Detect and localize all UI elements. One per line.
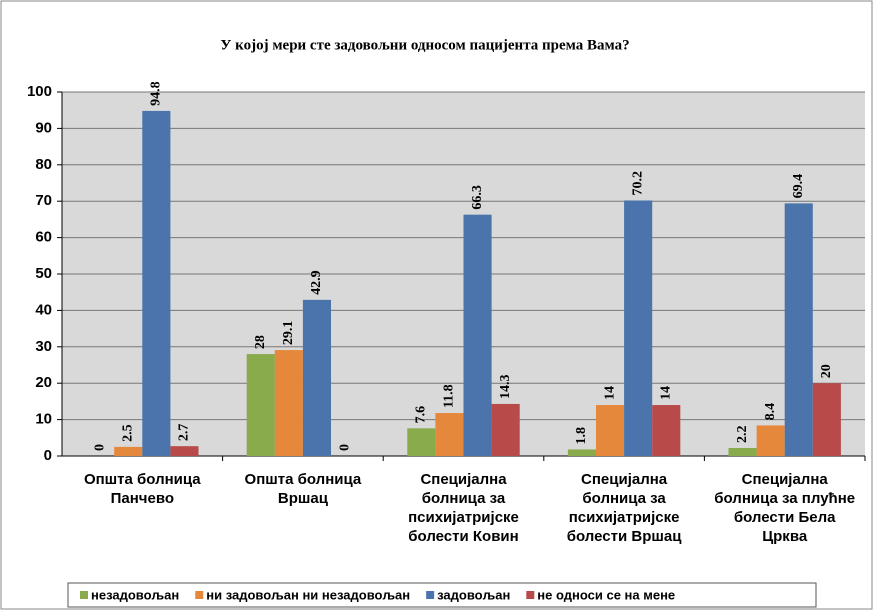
bar: [463, 214, 492, 456]
value-label: 14: [602, 386, 617, 400]
bar: [274, 350, 303, 456]
x-tick-label: Општа болница Вршац: [244, 471, 362, 507]
bar: [595, 405, 625, 456]
value-label: 0: [337, 444, 352, 451]
value-label: 0: [92, 444, 107, 451]
bar: [142, 110, 171, 456]
legend-label: ни задовољан ни незадовољан: [206, 587, 410, 602]
value-label: 66.3: [470, 185, 485, 210]
bar: [756, 425, 785, 456]
x-tick-label: Специјална болница за психијатријске бол…: [408, 471, 519, 545]
chart-title: У којој мери сте задовољни односом пациј…: [220, 37, 629, 53]
y-tick-label: 10: [35, 411, 52, 428]
bar: [784, 203, 813, 456]
x-tick-label: Специјална болница за плућне болести Бел…: [714, 471, 856, 545]
bar: [246, 354, 275, 456]
value-label: 11.8: [442, 384, 457, 408]
y-tick-label: 80: [35, 156, 52, 173]
value-label: 94.8: [149, 81, 164, 106]
value-label: 2.7: [177, 424, 192, 442]
value-label: 70.2: [630, 171, 645, 196]
value-label: 14.3: [498, 374, 513, 398]
bar: [812, 383, 841, 456]
bar: [435, 413, 464, 456]
x-tick-label: Специјална болница за психијатријске бол…: [566, 471, 682, 545]
legend-swatch: [426, 591, 435, 599]
bar: [624, 200, 653, 456]
legend-label: не односи се на мене: [537, 587, 675, 602]
bar: [567, 449, 596, 456]
bar: [728, 447, 757, 456]
legend-swatch: [80, 591, 88, 599]
y-tick-label: 50: [35, 265, 52, 282]
legend-swatch: [526, 591, 535, 599]
y-tick-label: 40: [35, 301, 52, 318]
legend-label: незадовољан: [91, 587, 179, 602]
y-tick-label: 60: [35, 229, 52, 246]
value-label: 1.8: [574, 427, 589, 445]
value-label: 28: [253, 335, 268, 349]
value-label: 7.6: [414, 406, 429, 424]
bar: [170, 446, 199, 456]
legend-swatch: [195, 591, 204, 599]
bar: [652, 405, 681, 456]
value-label: 14: [658, 386, 673, 400]
value-label: 8.4: [763, 403, 778, 421]
bar: [491, 403, 520, 456]
legend-box: [67, 582, 817, 608]
y-tick-label: 100: [27, 83, 52, 100]
value-label: 2.2: [735, 425, 750, 443]
bar: [114, 446, 143, 456]
bar: [302, 299, 332, 456]
y-tick-label: 70: [35, 192, 52, 209]
value-label: 29.1: [281, 321, 296, 346]
y-tick-label: 20: [35, 374, 52, 391]
legend-label: задовољан: [437, 587, 510, 602]
y-tick-label: 30: [35, 338, 52, 355]
y-tick-label: 90: [35, 119, 52, 136]
value-label: 42.9: [309, 270, 324, 295]
value-label: 20: [819, 364, 834, 378]
value-label: 69.4: [791, 174, 806, 199]
value-label: 2.5: [120, 424, 135, 442]
x-tick-label: Општа болница Панчево: [83, 471, 201, 507]
bar: [407, 428, 436, 456]
y-tick-label: 0: [44, 447, 52, 464]
